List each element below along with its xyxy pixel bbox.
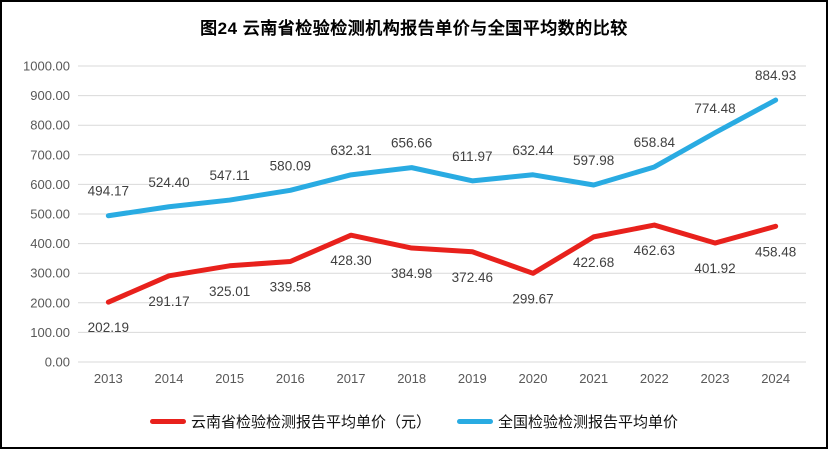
y-axis-tick-label: 100.00 — [30, 325, 70, 340]
x-axis-tick-label: 2019 — [458, 371, 487, 386]
legend-label-yunnan: 云南省检验检测报告平均单价（元） — [190, 414, 431, 431]
series-line-yunnan — [105, 222, 779, 305]
x-axis-tick-label: 2023 — [701, 371, 730, 386]
x-axis-tick-label: 2020 — [519, 371, 548, 386]
x-axis-tick-label: 2021 — [579, 371, 608, 386]
data-label: 462.63 — [634, 243, 675, 258]
y-axis-tick-label: 300.00 — [30, 266, 70, 281]
legend-item-yunnan: 云南省检验检测报告平均单价（元） — [149, 411, 431, 432]
data-label: 372.46 — [452, 270, 493, 285]
data-label: 524.40 — [148, 175, 189, 190]
y-axis-tick-label: 500.00 — [30, 207, 70, 222]
y-axis-tick-label: 600.00 — [30, 177, 70, 192]
x-axis-tick-label: 2013 — [94, 371, 123, 386]
legend-swatch-national-blue-line — [457, 419, 493, 424]
series-line-national — [105, 97, 779, 219]
data-label: 202.19 — [88, 320, 129, 335]
legend-swatch-yunnan-red-line — [149, 419, 186, 424]
y-axis-tick-label: 400.00 — [30, 236, 70, 251]
legend-item-national: 全国检验检测报告平均单价 — [457, 411, 678, 432]
x-axis-tick-label: 2015 — [215, 371, 244, 386]
chart-title: 图24 云南省检验检测机构报告单价与全国平均数的比较 — [200, 19, 628, 38]
data-label: 299.67 — [512, 291, 553, 306]
data-label: 494.17 — [88, 184, 129, 199]
data-label: 611.97 — [452, 149, 492, 164]
y-axis-tick-label: 1000.00 — [23, 59, 70, 74]
data-label: 428.30 — [330, 253, 371, 268]
y-axis-tick-label: 800.00 — [30, 118, 70, 133]
x-axis-tick-label: 2024 — [761, 371, 790, 386]
data-label: 774.48 — [694, 101, 735, 116]
data-label: 384.98 — [391, 266, 432, 281]
legend-label-national: 全国检验检测报告平均单价 — [498, 414, 679, 431]
y-axis-tick-label: 700.00 — [30, 147, 70, 162]
legend: 云南省检验检测报告平均单价（元） 全国检验检测报告平均单价 — [2, 411, 826, 432]
x-axis-tick-label: 2018 — [397, 371, 426, 386]
data-label: 339.58 — [270, 279, 311, 294]
data-label: 325.01 — [209, 284, 250, 299]
data-label: 422.68 — [573, 255, 614, 270]
x-axis-tick-label: 2017 — [337, 371, 366, 386]
data-label: 401.92 — [694, 261, 735, 276]
data-label: 658.84 — [634, 135, 676, 150]
data-label: 656.66 — [391, 136, 432, 151]
data-label: 580.09 — [270, 158, 311, 173]
y-axis-tick-label: 200.00 — [30, 295, 70, 310]
y-axis-tick-label: 0.00 — [45, 355, 70, 370]
data-label: 597.98 — [573, 153, 614, 168]
x-axis-tick-label: 2014 — [155, 371, 184, 386]
x-axis-tick-label: 2022 — [640, 371, 669, 386]
data-label: 632.44 — [512, 143, 554, 158]
data-label: 458.48 — [755, 244, 796, 259]
data-label: 632.31 — [330, 143, 371, 158]
data-label: 884.93 — [755, 68, 796, 83]
data-label: 291.17 — [148, 294, 189, 309]
x-axis-tick-label: 2016 — [276, 371, 305, 386]
data-label: 547.11 — [210, 168, 250, 183]
y-axis-tick-label: 900.00 — [30, 88, 70, 103]
